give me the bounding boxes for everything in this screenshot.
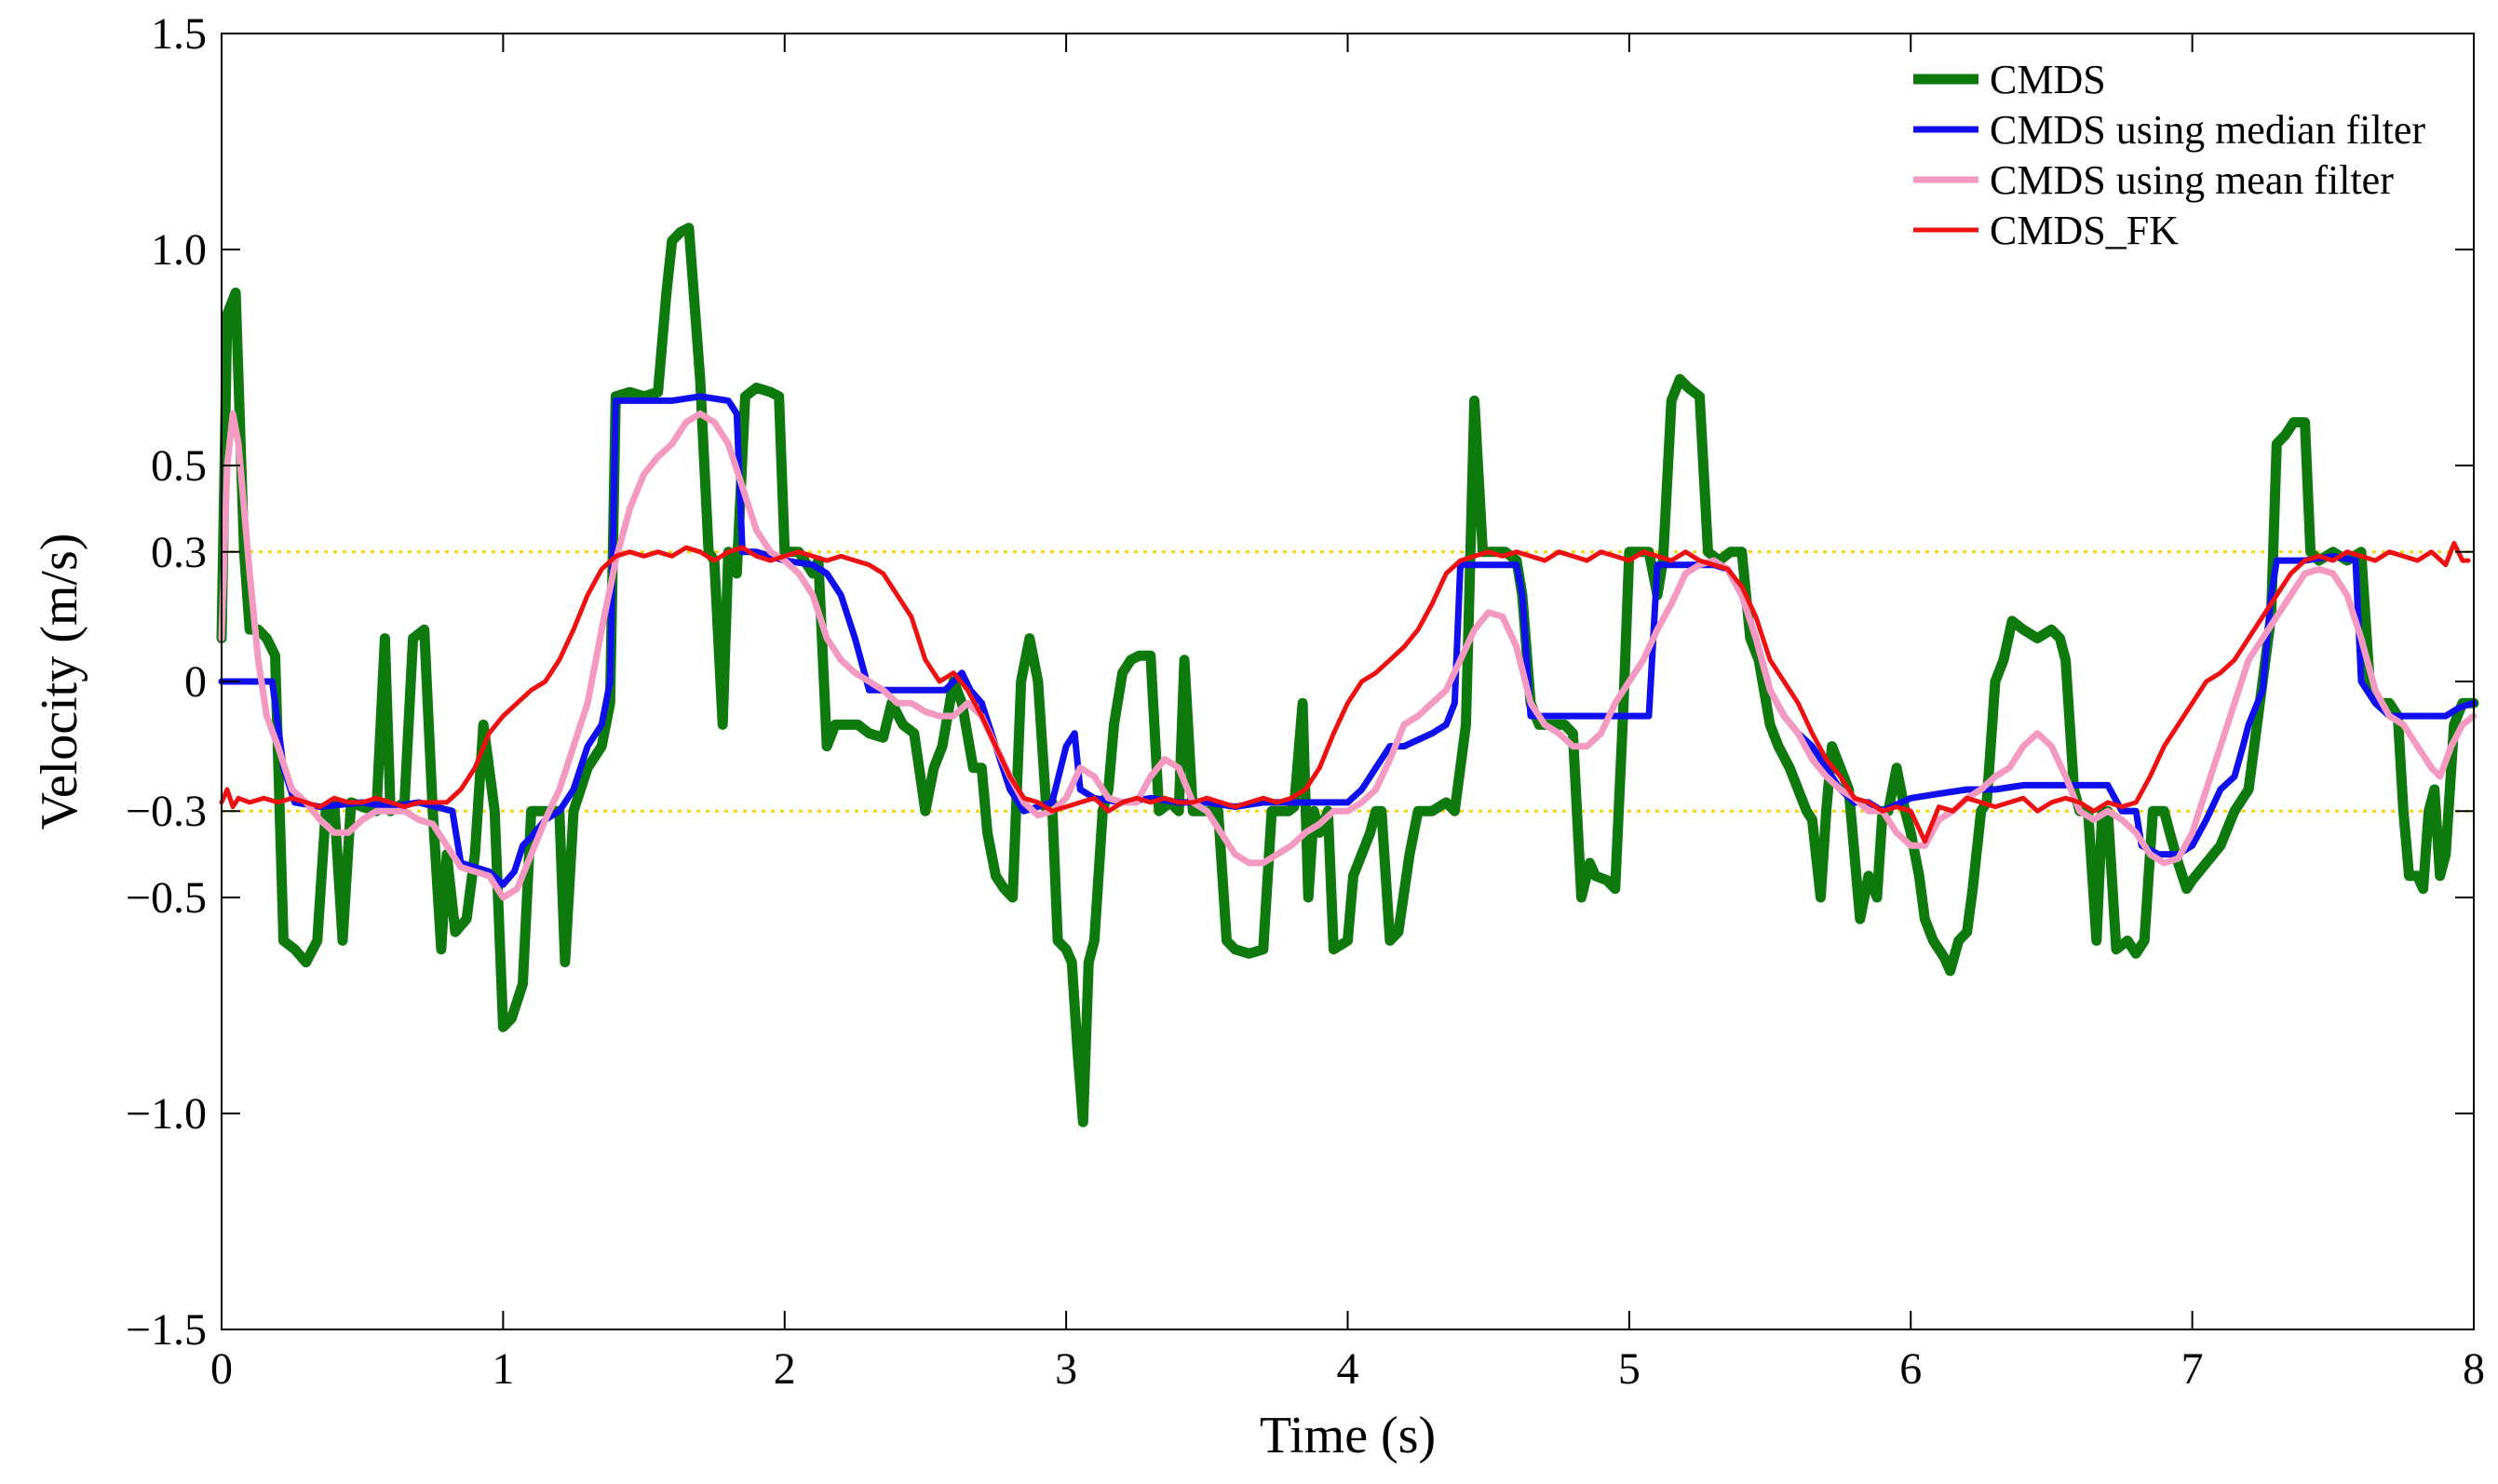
x-tick-label: 3 bbox=[1055, 1344, 1077, 1394]
series-line-3 bbox=[219, 541, 2471, 844]
x-tick-label: 5 bbox=[1618, 1344, 1641, 1394]
y-tick-label: 0.5 bbox=[151, 441, 207, 491]
y-tick-label: 1.0 bbox=[151, 225, 207, 275]
x-tick-label: 4 bbox=[1337, 1344, 1359, 1394]
x-tick-label: 6 bbox=[1899, 1344, 1922, 1394]
x-tick-label: 2 bbox=[774, 1344, 796, 1394]
legend-label: CMDS using mean filter bbox=[1990, 157, 2394, 203]
y-tick-label: 0 bbox=[184, 657, 207, 707]
series-line-2 bbox=[218, 410, 2478, 901]
x-tick-label: 1 bbox=[492, 1344, 514, 1394]
legend-label: CMDS bbox=[1990, 57, 2106, 102]
x-tick-label: 0 bbox=[210, 1344, 233, 1394]
axis-ticks: 0 1 2 3 4 5 6 7 8 1.5 1.0 0.5 0.3 0 −0.3 −0.5 −1.0 −1.5 bbox=[126, 9, 2485, 1394]
y-tick-label: 0.3 bbox=[151, 528, 207, 577]
series-line-0 bbox=[216, 223, 2479, 1127]
y-tick-label: −1.5 bbox=[126, 1305, 207, 1355]
legend-label: CMDS using median filter bbox=[1990, 107, 2425, 153]
y-tick-label: 1.5 bbox=[151, 9, 207, 59]
legend-label: CMDS_FK bbox=[1990, 208, 2179, 253]
y-tick-label: −0.3 bbox=[126, 787, 207, 836]
series-lines bbox=[216, 223, 2479, 1127]
x-axis-label: Time (s) bbox=[1260, 1407, 1436, 1464]
y-tick-label: −1.0 bbox=[126, 1089, 207, 1139]
reference-lines bbox=[222, 550, 2474, 813]
y-axis-label: Velocity (m/s) bbox=[31, 533, 88, 830]
y-tick-label: −0.5 bbox=[126, 873, 207, 923]
x-tick-label: 8 bbox=[2463, 1344, 2485, 1394]
x-tick-label: 7 bbox=[2181, 1344, 2204, 1394]
